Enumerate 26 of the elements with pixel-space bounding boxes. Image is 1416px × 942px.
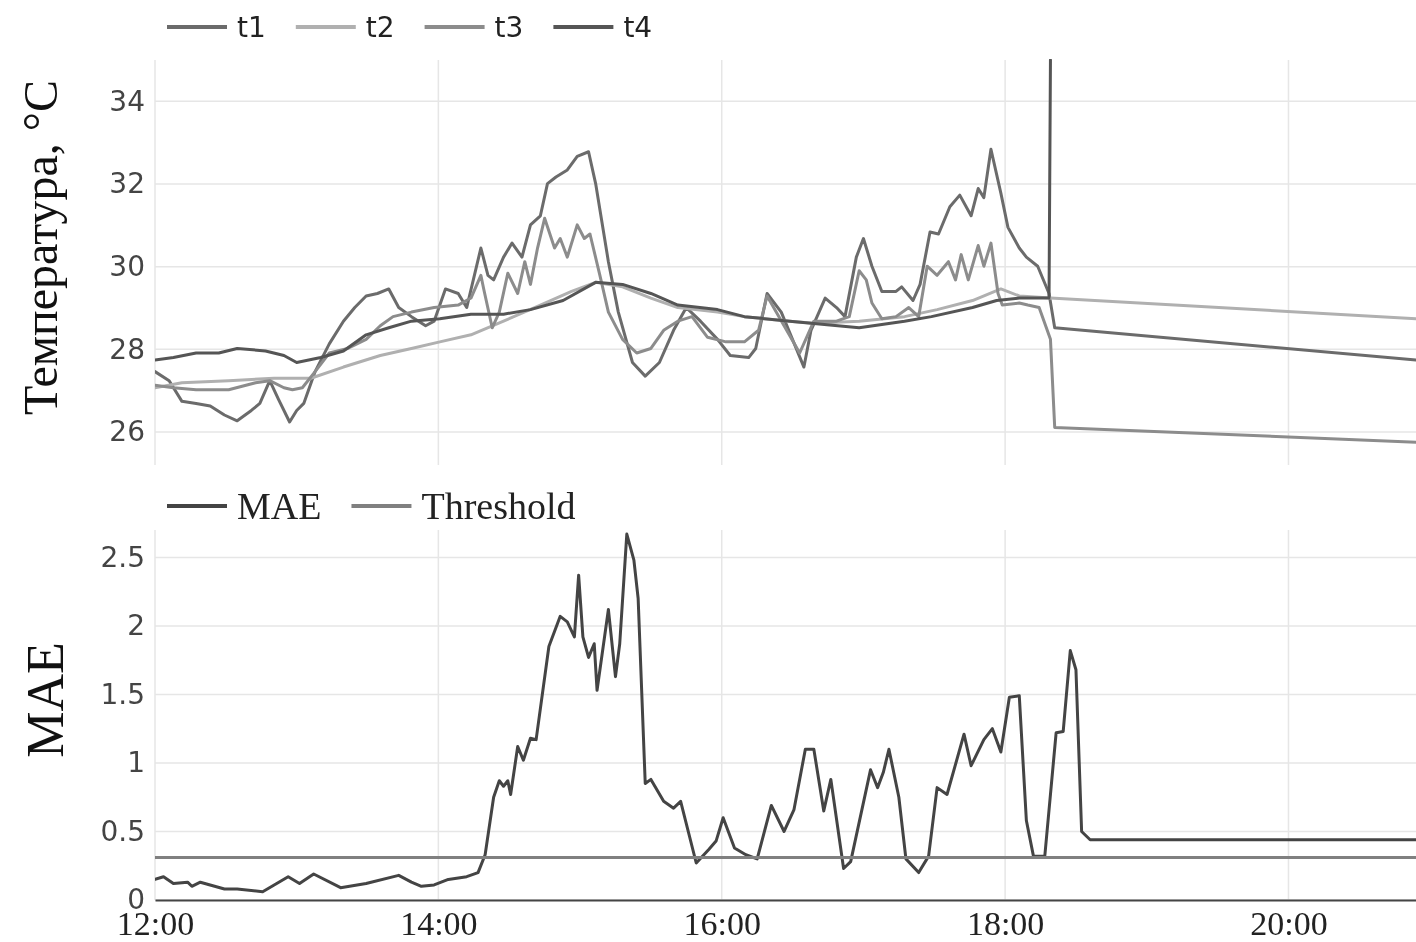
- legend-label: t4: [623, 10, 653, 44]
- line-series: [155, 147, 1416, 424]
- legend-label: Threshold: [421, 485, 576, 527]
- line-series: [155, 532, 1416, 894]
- line-series: [155, 216, 1416, 444]
- y-tick-label: 30: [109, 250, 145, 284]
- y-tick-label: 1: [127, 746, 145, 780]
- x-tick-label: 16:00: [683, 904, 761, 942]
- y-tick-label: 32: [109, 167, 145, 201]
- y-tick-label: 28: [109, 332, 145, 366]
- legend-label: t2: [365, 10, 395, 44]
- legend-label: t1: [237, 10, 266, 44]
- y-tick-label: 26: [109, 415, 145, 449]
- x-tick-label: 20:00: [1250, 904, 1328, 942]
- y-tick-label: 2: [127, 609, 145, 643]
- legend-label: t3: [494, 10, 524, 44]
- x-tick-label: 14:00: [400, 904, 478, 942]
- y-axis-title: MAE: [16, 642, 74, 758]
- y-tick-label: 2.5: [100, 540, 145, 574]
- legend-label: MAE: [237, 485, 322, 527]
- y-tick-label: 34: [109, 84, 145, 118]
- line-series: [155, 59, 1052, 365]
- x-tick-label: 18:00: [966, 904, 1045, 942]
- y-tick-label: 0.5: [100, 814, 145, 848]
- y-tick-label: 1.5: [100, 677, 145, 711]
- y-axis-title: Температура, °C: [13, 79, 67, 416]
